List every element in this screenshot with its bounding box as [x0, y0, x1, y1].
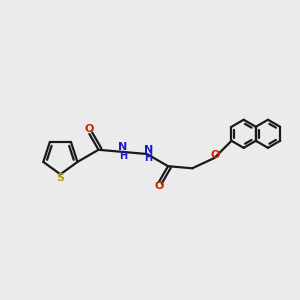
Text: O: O: [85, 124, 94, 134]
Text: N: N: [118, 142, 128, 152]
Text: S: S: [56, 173, 64, 183]
Text: N: N: [144, 145, 153, 154]
Text: O: O: [154, 182, 164, 191]
Text: H: H: [119, 152, 127, 161]
Text: H: H: [144, 154, 152, 164]
Text: O: O: [211, 151, 220, 160]
